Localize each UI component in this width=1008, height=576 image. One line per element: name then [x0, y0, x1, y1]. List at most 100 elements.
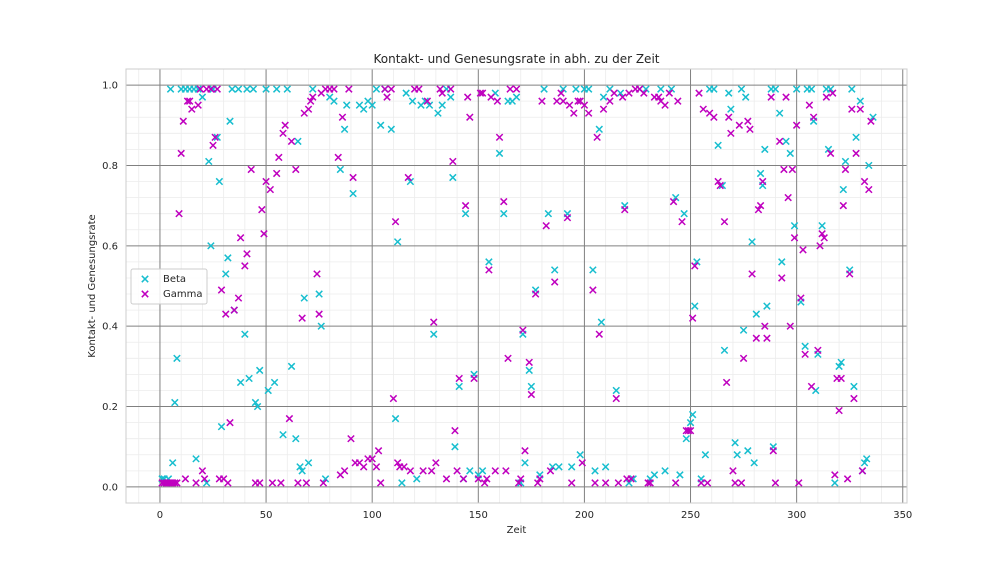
point-beta: [865, 161, 873, 170]
point-gamma: [330, 85, 338, 93]
point-beta: [292, 434, 300, 443]
point-beta: [657, 85, 665, 93]
point-gamma: [430, 318, 438, 326]
point-gamma: [213, 85, 221, 93]
point-beta: [567, 463, 576, 471]
point-beta: [540, 85, 548, 93]
point-beta: [495, 149, 504, 158]
point-gamma: [217, 286, 226, 294]
point-gamma: [347, 434, 355, 443]
point-gamma: [697, 479, 705, 487]
point-beta: [455, 382, 463, 391]
point-gamma: [319, 479, 328, 487]
point-beta: [701, 451, 710, 459]
point-gamma: [491, 467, 500, 475]
point-gamma: [744, 117, 752, 125]
point-beta: [576, 451, 584, 459]
point-beta: [720, 346, 729, 355]
point-gamma: [400, 463, 408, 471]
point-gamma: [279, 129, 287, 138]
point-gamma: [778, 274, 786, 282]
point-gamma: [455, 374, 463, 383]
point-gamma: [247, 165, 255, 174]
point-beta: [166, 85, 175, 93]
point-beta: [629, 475, 637, 483]
point-gamma: [302, 479, 311, 487]
legend-label-beta: Beta: [163, 274, 186, 285]
point-beta: [451, 443, 459, 451]
point-beta: [869, 113, 877, 121]
point-gamma: [737, 479, 746, 487]
point-gamma: [848, 105, 856, 113]
point-gamma: [584, 109, 593, 117]
point-beta: [850, 382, 858, 391]
point-beta: [207, 242, 215, 250]
point-beta: [642, 85, 650, 93]
point-gamma: [691, 262, 699, 270]
point-gamma: [207, 85, 215, 93]
point-gamma: [809, 113, 818, 121]
point-gamma: [531, 290, 540, 298]
point-beta: [771, 85, 780, 93]
point-gamma: [175, 209, 183, 218]
point-gamma: [183, 97, 192, 105]
point-beta: [438, 101, 446, 109]
point-gamma: [277, 479, 285, 487]
point-beta: [792, 85, 801, 93]
point-beta: [478, 467, 487, 475]
point-gamma: [502, 467, 510, 475]
point-gamma: [224, 479, 232, 487]
point-gamma: [294, 479, 302, 487]
point-gamma: [196, 85, 205, 93]
point-beta: [572, 85, 580, 93]
point-beta: [283, 85, 292, 93]
point-beta: [616, 89, 625, 97]
x-tick-label: 200: [575, 510, 594, 521]
point-gamma: [393, 459, 402, 467]
point-gamma: [474, 475, 483, 483]
point-gamma: [500, 197, 508, 206]
point-gamma: [423, 97, 432, 105]
point-beta: [778, 258, 786, 266]
point-gamma: [621, 205, 629, 214]
point-beta: [342, 101, 351, 109]
plot-frame: [125, 68, 908, 504]
point-beta: [372, 85, 381, 93]
point-gamma: [313, 270, 321, 278]
point-gamma: [536, 475, 544, 483]
point-beta: [192, 455, 200, 463]
point-beta: [215, 177, 224, 186]
plot-area: [126, 69, 907, 503]
point-gamma: [230, 306, 238, 314]
point-beta: [253, 402, 262, 411]
point-gamma: [236, 234, 245, 242]
point-beta: [349, 189, 357, 198]
point-beta: [727, 105, 735, 113]
point-beta: [296, 463, 304, 471]
point-gamma: [406, 467, 415, 475]
point-beta: [599, 93, 608, 101]
point-gamma: [260, 230, 268, 238]
point-gamma: [404, 173, 412, 182]
point-gamma: [780, 165, 788, 174]
point-gamma: [610, 89, 618, 97]
point-gamma: [761, 322, 769, 330]
point-beta: [686, 418, 695, 427]
point-gamma: [432, 459, 440, 467]
point-gamma: [442, 475, 451, 483]
point-beta: [446, 93, 455, 101]
point-gamma: [720, 217, 729, 226]
y-tick-label: 0.4: [102, 322, 118, 333]
y-tick-label: 1.0: [102, 81, 118, 92]
point-gamma: [546, 467, 555, 475]
legend-marker-gamma: [141, 290, 149, 298]
point-gamma: [858, 467, 867, 475]
point-gamma: [542, 221, 550, 230]
point-gamma: [646, 479, 654, 487]
point-beta: [521, 459, 529, 467]
point-beta: [466, 467, 474, 475]
point-beta: [837, 358, 845, 367]
data-marks: [158, 85, 877, 487]
legend-marker-beta: [141, 275, 149, 283]
point-beta: [786, 149, 795, 158]
